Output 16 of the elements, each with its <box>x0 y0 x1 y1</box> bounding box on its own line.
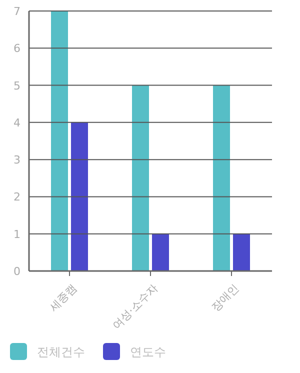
legend-label: 연도수 <box>130 345 166 359</box>
bar <box>71 122 88 271</box>
y-tick-label: 7 <box>14 5 20 18</box>
y-tick-label: 6 <box>14 42 20 56</box>
y-tick-label: 4 <box>14 116 20 130</box>
y-tick-label: 3 <box>14 154 20 167</box>
bar <box>51 11 68 271</box>
y-tick-label: 2 <box>14 190 20 204</box>
bar <box>152 234 169 271</box>
bar <box>233 234 250 271</box>
y-tick-label: 0 <box>14 265 20 278</box>
bar <box>132 85 149 271</box>
bar <box>213 85 230 271</box>
y-tick-label: 1 <box>14 228 20 241</box>
y-tick-label: 5 <box>14 79 20 92</box>
legend-label: 전체건수 <box>37 345 85 359</box>
